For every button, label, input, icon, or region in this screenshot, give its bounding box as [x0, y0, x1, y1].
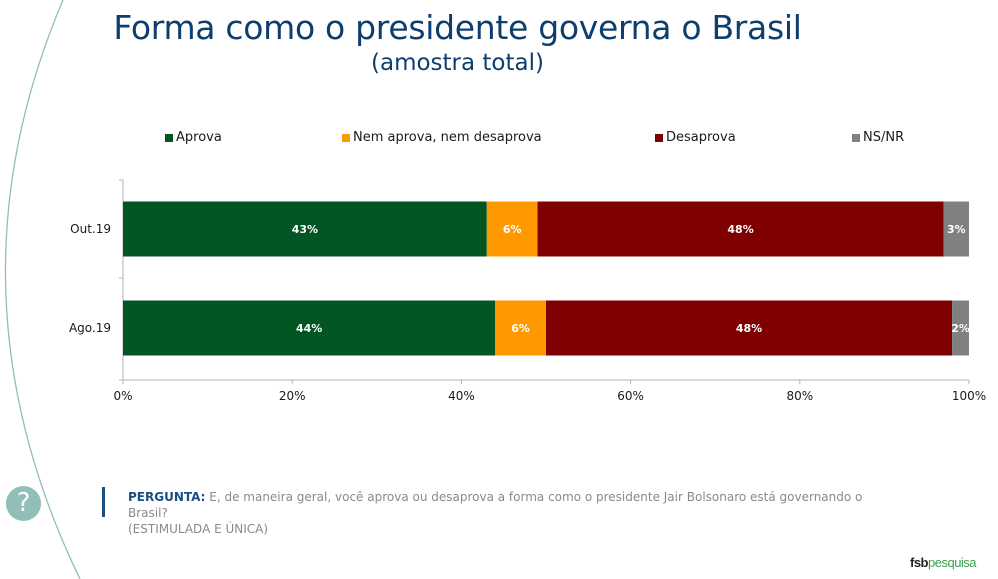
bar-segment-desaprova [546, 300, 953, 356]
bar-segment-nem-aprova-nem-desaprova [495, 300, 546, 356]
legend-swatch-aprova [165, 133, 173, 142]
brand-logo: fsbpesquisa [910, 555, 977, 570]
legend-label: Desaprova [666, 130, 736, 145]
brand-logo-part1: fsb [910, 555, 929, 570]
x-tick-label: 100% [952, 389, 986, 403]
bar-segment-ns-nr [943, 201, 969, 257]
bar-segment-desaprova [537, 201, 944, 257]
data-label: 3% [947, 223, 966, 236]
legend-item-desaprova: Desaprova [655, 130, 736, 145]
x-tick-label: 80% [786, 389, 813, 403]
data-label: 44% [296, 322, 322, 335]
x-tick-label: 0% [113, 389, 132, 403]
bar-segment-aprova [123, 300, 496, 356]
legend-swatch-nsnr [852, 133, 860, 142]
question-text: E, de maneira geral, você aprova ou desa… [128, 490, 863, 520]
data-label: 48% [727, 223, 753, 236]
data-label: 43% [292, 223, 318, 236]
category-label: Ago.19 [69, 321, 111, 335]
category-label: Out.19 [70, 222, 111, 236]
question-accent-bar [102, 487, 105, 517]
legend-label: Nem aprova, nem desaprova [353, 130, 542, 145]
legend-label: Aprova [176, 130, 222, 145]
legend-swatch-desaprova [655, 133, 663, 142]
legend-item-nem: Nem aprova, nem desaprova [342, 130, 542, 145]
legend-item-nsnr: NS/NR [852, 130, 904, 145]
bar-segment-ns-nr [952, 300, 969, 356]
bar-segment-aprova [123, 201, 487, 257]
data-label: 2% [951, 322, 970, 335]
page-title: Forma como o presidente governa o Brasil [113, 8, 802, 47]
legend-swatch-nem [342, 133, 350, 142]
survey-question: PERGUNTA: E, de maneira geral, você apro… [128, 489, 888, 537]
data-label: 6% [503, 223, 522, 236]
x-tick-label: 40% [448, 389, 475, 403]
brand-logo-part2: pesquisa [928, 555, 977, 570]
legend-item-aprova: Aprova [165, 130, 222, 145]
data-label: 48% [736, 322, 762, 335]
question-label: PERGUNTA: [128, 490, 206, 504]
page-subtitle: (amostra total) [371, 50, 544, 76]
data-label: 6% [511, 322, 530, 335]
bar-segment-nem-aprova-nem-desaprova [486, 201, 538, 257]
question-note: (ESTIMULADA E ÚNICA) [128, 522, 269, 536]
legend-label: NS/NR [863, 130, 905, 145]
question-mark-icon: ? [6, 486, 41, 521]
x-tick-label: 20% [279, 389, 306, 403]
x-tick-label: 60% [617, 389, 644, 403]
